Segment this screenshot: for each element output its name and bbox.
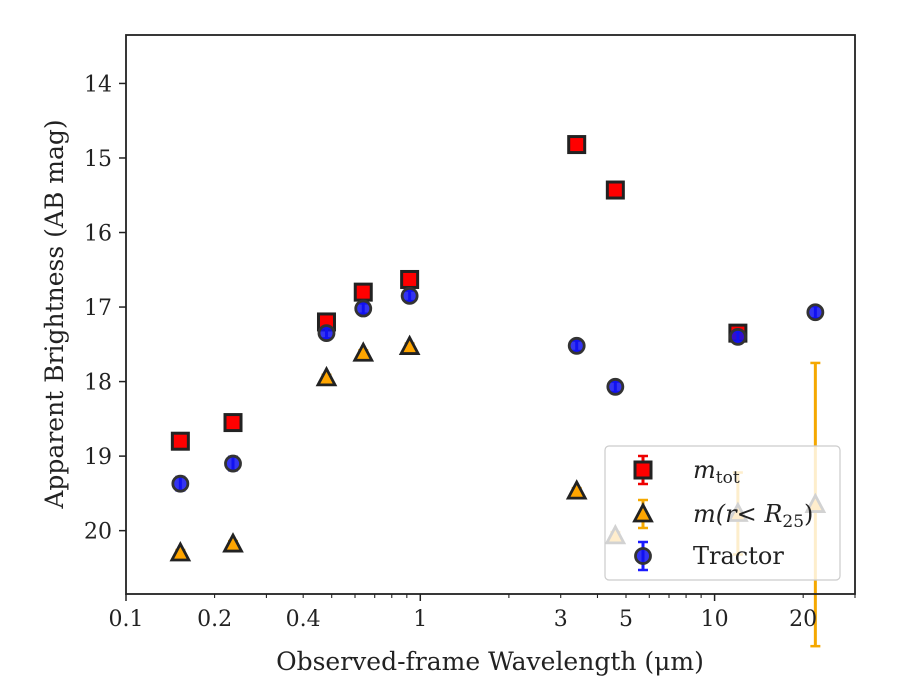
data-point bbox=[354, 299, 373, 318]
y-tick-label: 18 bbox=[84, 371, 112, 396]
y-tick-label: 15 bbox=[84, 147, 112, 172]
x-tick-label: 3 bbox=[554, 607, 568, 632]
data-point bbox=[606, 377, 625, 396]
data-point bbox=[398, 334, 421, 355]
series-layer bbox=[169, 135, 827, 648]
data-point bbox=[353, 282, 373, 302]
data-point bbox=[222, 532, 244, 553]
data-point bbox=[352, 341, 375, 362]
legend: mtot m(r< R25) Tractor bbox=[604, 445, 841, 581]
data-point bbox=[315, 365, 338, 387]
y-tick-label: 19 bbox=[84, 445, 112, 470]
x-axis: 0.1 0.2 0.4 1 3 5 10 20 bbox=[109, 594, 856, 632]
y-axis-label: Apparent Brightness (AB mag) bbox=[40, 119, 69, 509]
x-axis-label: Observed-frame Wavelength (μm) bbox=[276, 647, 704, 676]
legend-entry-label: Tractor bbox=[693, 542, 784, 570]
x-tick-label: 0.1 bbox=[109, 607, 144, 632]
x-tick-label: 1 bbox=[413, 607, 427, 632]
data-point bbox=[224, 454, 242, 473]
data-point bbox=[605, 180, 625, 200]
legend-marker bbox=[634, 547, 652, 565]
data-point bbox=[567, 336, 586, 355]
y-tick-label: 20 bbox=[84, 520, 112, 545]
x-tick-label: 0.4 bbox=[286, 607, 321, 632]
y-tick-label: 17 bbox=[84, 296, 112, 321]
data-point bbox=[400, 269, 420, 289]
legend-entry-label: mtot bbox=[693, 456, 740, 488]
y-tick-label: 14 bbox=[84, 72, 112, 97]
data-point bbox=[317, 324, 336, 343]
legend-marker bbox=[632, 502, 654, 523]
x-tick-label: 20 bbox=[789, 607, 817, 632]
plot-frame bbox=[125, 34, 856, 595]
legend-marker bbox=[633, 460, 653, 480]
data-point bbox=[223, 413, 243, 433]
data-point bbox=[728, 327, 747, 346]
legend-box bbox=[604, 445, 841, 581]
data-point bbox=[806, 303, 825, 322]
x-tick-label: 0.2 bbox=[197, 607, 232, 632]
data-point bbox=[567, 135, 587, 155]
data-point bbox=[400, 286, 419, 305]
series-circle bbox=[171, 286, 825, 493]
data-point bbox=[171, 474, 190, 493]
y-tick-label: 16 bbox=[84, 222, 112, 247]
x-tick-label: 10 bbox=[701, 607, 729, 632]
x-tick-label: 5 bbox=[619, 607, 633, 632]
data-point bbox=[565, 479, 588, 500]
y-axis: 14 15 16 17 18 19 20 bbox=[84, 72, 126, 545]
series-square bbox=[170, 135, 748, 451]
data-point bbox=[170, 431, 190, 451]
legend-entry-label: m(r< R25) bbox=[693, 500, 813, 532]
data-point bbox=[169, 541, 192, 562]
